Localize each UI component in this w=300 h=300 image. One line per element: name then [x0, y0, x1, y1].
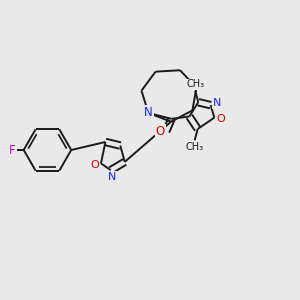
Text: N: N [108, 172, 116, 182]
Text: O: O [217, 114, 225, 124]
Text: N: N [144, 106, 153, 119]
Text: CH₃: CH₃ [186, 80, 204, 89]
Text: F: F [9, 143, 16, 157]
Text: O: O [90, 160, 99, 170]
Text: CH₃: CH₃ [186, 142, 204, 152]
Text: N: N [213, 98, 221, 108]
Text: O: O [156, 125, 165, 138]
